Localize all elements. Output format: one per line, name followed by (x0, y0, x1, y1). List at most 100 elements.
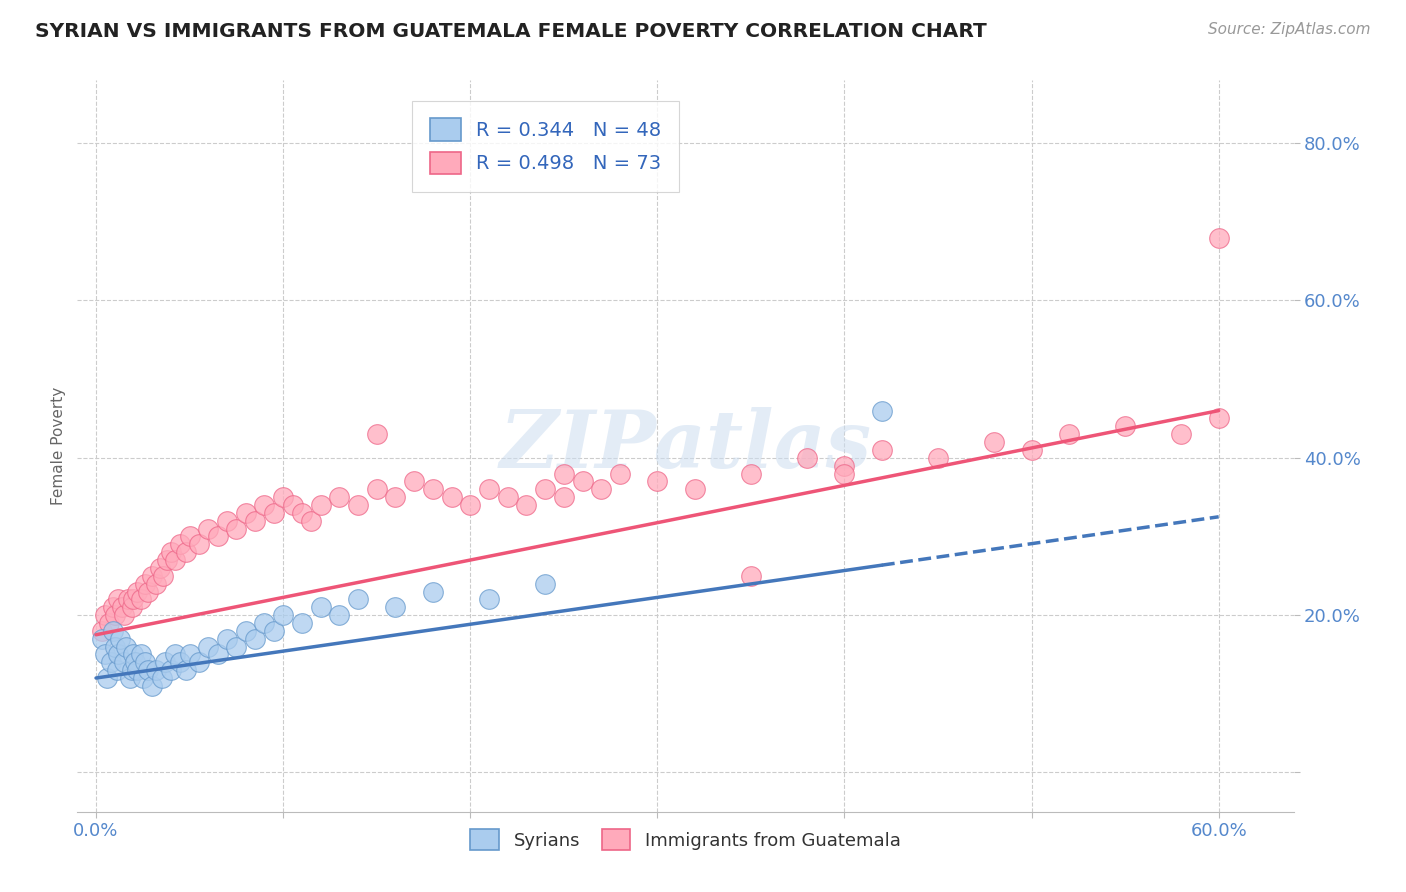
Point (1021, 442, 1043, 457)
Point (174, 545, 197, 559)
Point (1208, 230, 1230, 244)
Point (870, 442, 893, 457)
Point (422, 482, 444, 496)
Point (834, 458, 856, 473)
Point (1057, 427, 1080, 442)
Point (122, 648, 145, 662)
Point (101, 600, 124, 615)
Point (150, 671, 173, 685)
Point (90, 632, 112, 646)
Point (94, 608, 117, 623)
Point (112, 608, 135, 623)
Point (179, 529, 201, 543)
Text: Source: ZipAtlas.com: Source: ZipAtlas.com (1208, 22, 1371, 37)
Point (138, 663, 160, 677)
Point (870, 403, 893, 417)
Point (553, 490, 575, 504)
Point (96, 671, 118, 685)
Point (235, 624, 257, 638)
Point (299, 514, 322, 528)
Point (534, 576, 557, 591)
Point (152, 568, 174, 582)
Point (132, 671, 155, 685)
Point (127, 584, 149, 599)
Point (121, 600, 143, 615)
Point (188, 655, 211, 669)
Point (160, 663, 183, 677)
Point (110, 632, 132, 646)
Legend: Syrians, Immigrants from Guatemala: Syrians, Immigrants from Guatemala (463, 822, 908, 857)
Point (129, 592, 152, 607)
Point (149, 561, 172, 575)
Point (271, 490, 294, 504)
Point (796, 450, 818, 465)
Point (122, 592, 145, 607)
Point (174, 663, 197, 677)
Point (263, 506, 285, 520)
Point (366, 482, 388, 496)
Point (927, 450, 949, 465)
Point (197, 522, 219, 536)
Point (188, 537, 211, 551)
Point (118, 671, 141, 685)
Point (515, 498, 537, 512)
Point (571, 475, 593, 489)
Point (124, 655, 146, 669)
Point (609, 467, 631, 481)
Point (591, 482, 613, 496)
Point (422, 584, 444, 599)
Point (90, 624, 112, 638)
Point (121, 663, 143, 677)
Point (145, 663, 167, 677)
Point (281, 498, 304, 512)
Point (160, 545, 183, 559)
Point (404, 475, 426, 489)
Point (163, 648, 186, 662)
Point (478, 592, 501, 607)
Point (347, 498, 370, 512)
Point (105, 663, 128, 677)
Point (253, 615, 276, 630)
Y-axis label: Female Poverty: Female Poverty (51, 387, 66, 505)
Point (141, 568, 163, 582)
Point (207, 529, 229, 543)
Point (291, 506, 314, 520)
Point (983, 435, 1005, 450)
Point (1114, 419, 1136, 434)
Point (328, 608, 350, 623)
Point (834, 467, 856, 481)
Point (309, 498, 332, 512)
Point (134, 576, 156, 591)
Point (384, 600, 406, 615)
Point (215, 632, 238, 646)
Point (111, 600, 134, 615)
Point (134, 655, 156, 669)
Point (169, 655, 191, 669)
Text: SYRIAN VS IMMIGRANTS FROM GUATEMALA FEMALE POVERTY CORRELATION CHART: SYRIAN VS IMMIGRANTS FROM GUATEMALA FEMA… (35, 22, 987, 41)
Point (207, 648, 229, 662)
Point (127, 663, 149, 677)
Point (101, 624, 124, 638)
Point (243, 632, 266, 646)
Point (384, 490, 406, 504)
Text: ZIPatlas: ZIPatlas (499, 408, 872, 484)
Point (138, 584, 160, 599)
Point (553, 467, 575, 481)
Point (253, 498, 276, 512)
Point (291, 615, 314, 630)
Point (197, 640, 219, 654)
Point (263, 624, 285, 638)
Point (107, 648, 129, 662)
Point (179, 648, 201, 662)
Point (243, 514, 266, 528)
Point (235, 506, 257, 520)
Point (496, 490, 519, 504)
Point (115, 640, 138, 654)
Point (366, 427, 388, 442)
Point (169, 537, 191, 551)
Point (100, 655, 122, 669)
Point (458, 498, 481, 512)
Point (740, 568, 762, 582)
Point (328, 490, 350, 504)
Point (129, 648, 152, 662)
